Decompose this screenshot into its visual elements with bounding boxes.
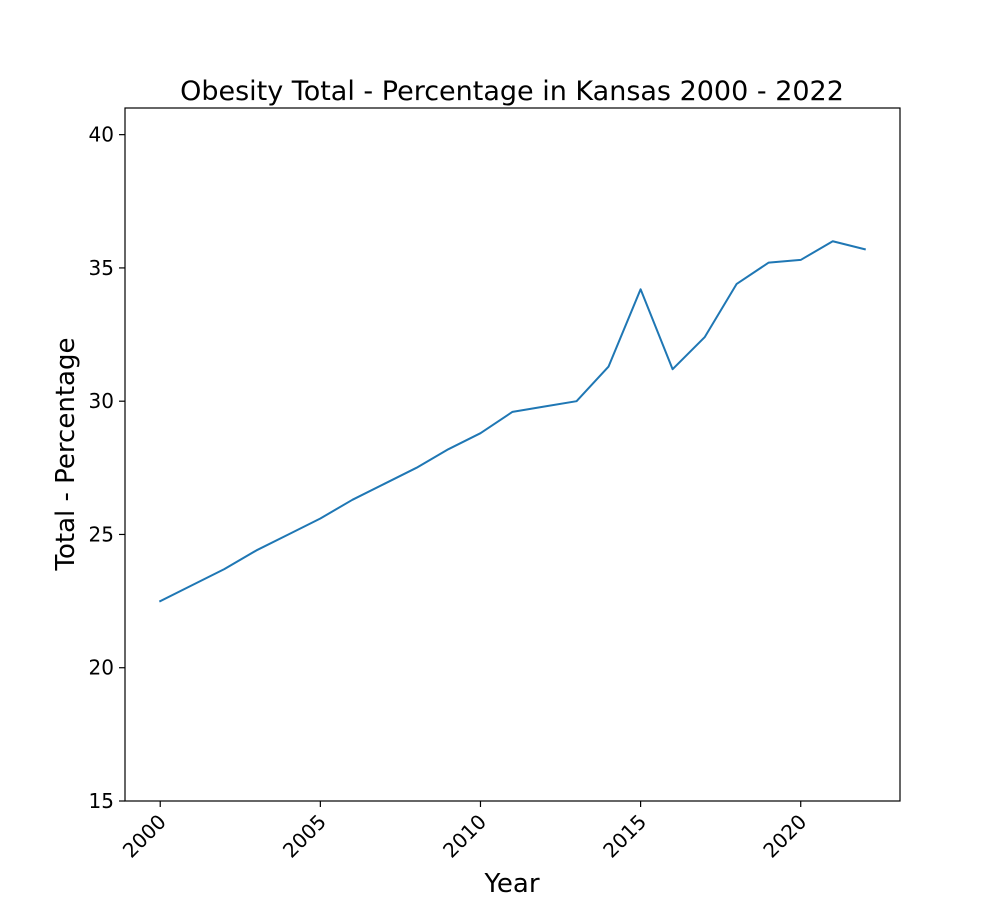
data-point bbox=[447, 448, 449, 450]
data-point bbox=[576, 400, 578, 402]
data-point bbox=[864, 248, 866, 250]
y-tick-label: 40 bbox=[89, 123, 114, 147]
plot-frame bbox=[124, 107, 901, 802]
y-tick-label: 15 bbox=[89, 789, 114, 813]
data-point bbox=[159, 600, 161, 602]
series-line bbox=[158, 240, 866, 603]
data-point bbox=[704, 336, 706, 338]
data-point bbox=[544, 406, 546, 408]
y-tick-label: 25 bbox=[89, 522, 114, 546]
data-point bbox=[287, 533, 289, 535]
data-point bbox=[672, 368, 674, 370]
data-point bbox=[736, 283, 738, 285]
data-point bbox=[832, 240, 834, 242]
chart-title: Obesity Total - Percentage in Kansas 200… bbox=[180, 76, 844, 107]
plot-area bbox=[124, 107, 901, 802]
y-axis-ticks: 15 20 25 30 35 40 bbox=[89, 123, 125, 813]
data-point bbox=[223, 568, 225, 570]
data-point bbox=[319, 517, 321, 519]
data-point bbox=[415, 467, 417, 469]
data-point bbox=[479, 432, 481, 434]
y-axis-label: Total - Percentage bbox=[51, 338, 81, 572]
data-point bbox=[640, 288, 642, 290]
y-tick-label: 20 bbox=[89, 656, 114, 680]
data-point bbox=[255, 549, 257, 551]
data-point bbox=[351, 499, 353, 501]
data-point bbox=[768, 262, 770, 264]
data-point bbox=[800, 259, 802, 261]
data-point bbox=[512, 411, 514, 413]
y-tick-label: 35 bbox=[89, 256, 114, 280]
x-axis-label: Year bbox=[483, 869, 539, 899]
data-point bbox=[608, 366, 610, 368]
data-point bbox=[383, 483, 385, 485]
y-tick-label: 30 bbox=[89, 389, 114, 413]
series-layer bbox=[158, 240, 866, 603]
data-point bbox=[191, 584, 193, 586]
